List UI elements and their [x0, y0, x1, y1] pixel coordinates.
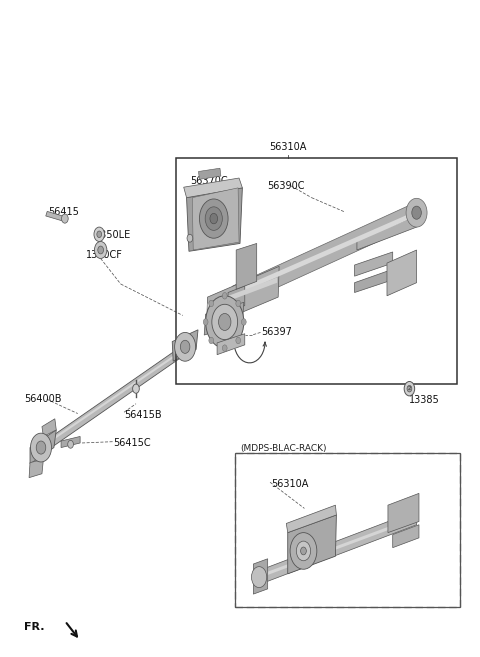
Bar	[235, 453, 459, 606]
Circle shape	[209, 300, 214, 307]
Circle shape	[222, 345, 227, 351]
Polygon shape	[184, 178, 242, 198]
Polygon shape	[172, 330, 198, 361]
Circle shape	[61, 214, 68, 223]
Text: (MDPS-BLAC-RACK): (MDPS-BLAC-RACK)	[240, 444, 326, 453]
Circle shape	[406, 198, 427, 227]
Text: 56415B: 56415B	[124, 410, 162, 420]
Circle shape	[210, 214, 217, 224]
Polygon shape	[29, 459, 43, 478]
Polygon shape	[236, 244, 257, 289]
Polygon shape	[228, 286, 245, 312]
Circle shape	[187, 235, 193, 242]
Polygon shape	[355, 252, 393, 276]
Text: 56397: 56397	[262, 327, 292, 338]
Polygon shape	[206, 266, 279, 327]
Text: 1360CF: 1360CF	[86, 250, 123, 260]
Circle shape	[296, 541, 311, 560]
Circle shape	[175, 332, 196, 361]
Polygon shape	[30, 430, 56, 464]
Circle shape	[290, 533, 317, 569]
Circle shape	[212, 304, 238, 340]
Text: 56370C: 56370C	[190, 176, 228, 187]
Polygon shape	[357, 216, 417, 250]
Circle shape	[300, 547, 306, 555]
Polygon shape	[230, 201, 419, 309]
Text: 56400B: 56400B	[24, 394, 62, 404]
Polygon shape	[61, 436, 80, 447]
Circle shape	[241, 319, 246, 325]
Circle shape	[132, 384, 139, 394]
Circle shape	[95, 242, 107, 258]
Circle shape	[94, 227, 105, 242]
Circle shape	[98, 246, 104, 254]
Circle shape	[203, 319, 208, 325]
Text: 56310A: 56310A	[271, 479, 308, 489]
Circle shape	[199, 199, 228, 238]
Text: 56415: 56415	[48, 207, 79, 217]
Bar	[176, 158, 457, 384]
Polygon shape	[286, 505, 336, 533]
Text: 56390C: 56390C	[268, 181, 305, 191]
Polygon shape	[288, 515, 336, 574]
Circle shape	[412, 206, 421, 219]
Polygon shape	[207, 277, 277, 309]
Circle shape	[205, 296, 244, 348]
Circle shape	[205, 207, 222, 231]
Polygon shape	[253, 559, 268, 594]
Circle shape	[97, 231, 102, 238]
Circle shape	[209, 337, 214, 344]
Polygon shape	[46, 212, 65, 221]
Text: 13385: 13385	[409, 396, 440, 405]
Polygon shape	[262, 516, 417, 577]
Circle shape	[180, 340, 190, 353]
Polygon shape	[187, 188, 242, 251]
Polygon shape	[217, 334, 245, 355]
Circle shape	[36, 441, 46, 454]
Polygon shape	[393, 525, 419, 548]
Polygon shape	[231, 211, 417, 297]
Polygon shape	[355, 271, 388, 292]
Circle shape	[31, 433, 51, 462]
Polygon shape	[199, 168, 221, 179]
Bar	[235, 453, 459, 606]
Text: 2: 2	[408, 386, 411, 391]
Text: 1350LE: 1350LE	[96, 230, 132, 240]
Circle shape	[236, 337, 240, 344]
Polygon shape	[33, 351, 180, 454]
Polygon shape	[204, 302, 244, 335]
Circle shape	[407, 386, 412, 392]
Polygon shape	[33, 346, 182, 461]
Polygon shape	[388, 493, 419, 533]
Polygon shape	[192, 188, 239, 250]
Polygon shape	[262, 510, 418, 583]
Text: FR.: FR.	[24, 622, 45, 632]
Circle shape	[404, 382, 415, 396]
Text: 56415C: 56415C	[114, 438, 151, 448]
Circle shape	[68, 440, 73, 448]
Polygon shape	[42, 419, 56, 436]
Circle shape	[222, 292, 227, 299]
Circle shape	[218, 313, 231, 330]
Polygon shape	[387, 250, 417, 296]
Circle shape	[236, 300, 240, 307]
Circle shape	[252, 566, 267, 587]
Text: 56310A: 56310A	[269, 142, 306, 152]
